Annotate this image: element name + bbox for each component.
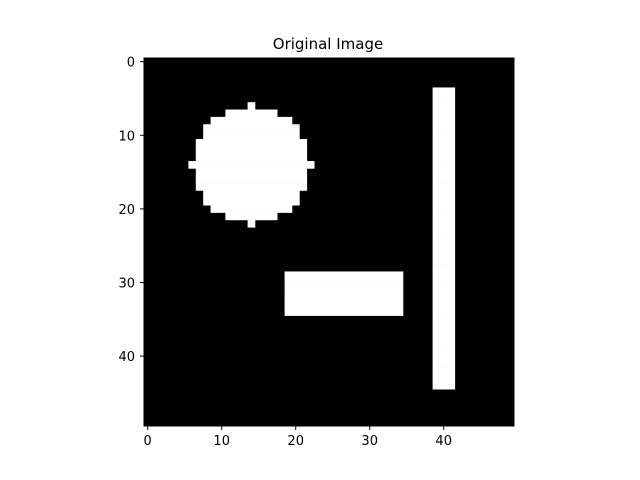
- pixel-run: [432, 345, 456, 353]
- pixel-run: [432, 102, 456, 110]
- pixel-run: [432, 168, 456, 177]
- pixel-run: [432, 337, 456, 346]
- pixel-run: [432, 205, 456, 213]
- axes-frame: [143, 57, 515, 427]
- pixel-run: [203, 197, 300, 206]
- x-tick-label: 0: [144, 434, 152, 449]
- pixel-run: [432, 153, 456, 162]
- pixel-run: [432, 87, 456, 96]
- pixel-run: [247, 102, 256, 110]
- pixel-run: [432, 249, 456, 258]
- pixel-run: [432, 308, 456, 316]
- x-tick-label: 20: [287, 434, 304, 449]
- pixel-run: [284, 293, 404, 302]
- pixel-run: [432, 256, 456, 265]
- pixel-run: [225, 212, 278, 221]
- y-tick-label: 20: [118, 203, 135, 218]
- pixel-run: [195, 146, 308, 154]
- pixel-run: [432, 212, 456, 221]
- pixel-run: [432, 264, 456, 272]
- x-tick-label: 40: [435, 434, 452, 449]
- image-layer: [144, 58, 514, 426]
- pixel-run: [203, 190, 300, 199]
- pixel-run: [432, 138, 456, 147]
- y-tick-label: 40: [118, 350, 135, 365]
- pixel-run: [188, 161, 315, 169]
- pixel-run: [284, 300, 404, 309]
- pixel-run: [432, 94, 456, 103]
- pixel-run: [432, 234, 456, 243]
- pixel-run: [210, 205, 293, 213]
- pixel-run: [195, 168, 308, 177]
- y-axis: 0 10 20 30 40: [118, 56, 144, 365]
- x-axis: 0 10 20 30 40: [144, 426, 452, 449]
- y-tick-label: 0: [127, 56, 135, 71]
- pixel-run: [432, 381, 456, 390]
- pixel-run: [432, 227, 456, 235]
- y-tick-label: 30: [118, 276, 135, 291]
- pixel-run: [432, 124, 456, 132]
- y-tick-label: 10: [118, 129, 135, 144]
- pixel-run: [432, 286, 456, 294]
- pixel-run: [203, 131, 300, 140]
- pixel-run: [432, 359, 456, 368]
- pixel-run: [195, 153, 308, 162]
- pixel-run: [195, 183, 308, 191]
- pixel-run: [432, 293, 456, 302]
- pixel-run: [432, 190, 456, 199]
- pixel-run: [432, 146, 456, 154]
- pixel-run: [432, 183, 456, 191]
- pixel-run: [432, 278, 456, 287]
- pixel-run: [432, 322, 456, 331]
- pixel-run: [432, 175, 456, 184]
- image-background: [144, 58, 514, 426]
- x-tick-label: 10: [213, 434, 230, 449]
- pixel-run: [432, 219, 456, 228]
- pixel-run: [432, 352, 456, 361]
- pixel-run: [247, 219, 256, 228]
- pixel-run: [195, 175, 308, 184]
- pixel-run: [432, 330, 456, 338]
- plot-title: Original Image: [273, 35, 383, 53]
- pixel-run: [432, 374, 456, 383]
- pixel-run: [432, 367, 456, 375]
- x-tick-label: 30: [361, 434, 378, 449]
- pixel-run: [432, 271, 456, 280]
- pixel-run: [432, 161, 456, 169]
- pixel-run: [225, 109, 278, 118]
- image-foreground: [188, 87, 456, 390]
- pixel-run: [284, 271, 404, 280]
- pixel-run: [210, 116, 293, 125]
- pixel-run: [432, 315, 456, 324]
- pixel-run: [432, 242, 456, 250]
- pixel-run: [284, 308, 404, 316]
- pixel-run: [203, 124, 300, 132]
- pixel-run: [432, 131, 456, 140]
- pixel-run: [284, 278, 404, 287]
- pixel-run: [432, 109, 456, 118]
- pixel-run: [432, 300, 456, 309]
- pixel-run: [432, 197, 456, 206]
- pixel-run: [432, 116, 456, 125]
- pixel-run: [284, 286, 404, 294]
- pixel-run: [195, 138, 308, 147]
